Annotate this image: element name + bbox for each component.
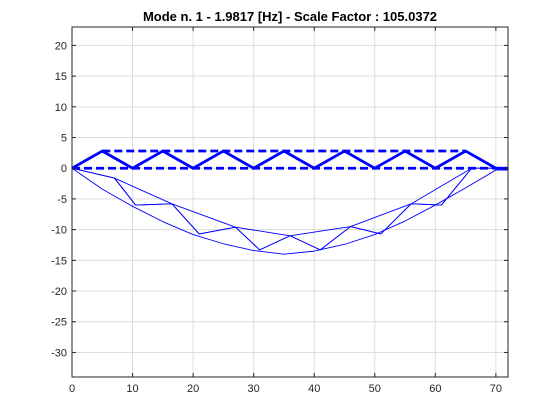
x-tick-label: 30 <box>248 383 260 395</box>
y-tick-label: 15 <box>55 71 67 83</box>
y-tick-label: 5 <box>61 133 67 145</box>
y-tick-label: -30 <box>51 347 67 359</box>
y-tick-label: -5 <box>57 194 67 206</box>
x-tick-label: 40 <box>308 383 320 395</box>
x-tick-label: 50 <box>369 383 381 395</box>
y-tick-label: -25 <box>51 317 67 329</box>
deformed-web <box>71 167 509 251</box>
x-tick-label: 70 <box>490 383 502 395</box>
y-tick-label: -10 <box>51 225 67 237</box>
x-tick-label: 60 <box>429 383 441 395</box>
x-tick-label: 10 <box>126 383 138 395</box>
y-tick-label: 20 <box>55 40 67 52</box>
undeformed-web <box>71 149 508 170</box>
y-tick-label: -15 <box>51 255 67 267</box>
y-tick-label: 0 <box>61 163 67 175</box>
x-tick-label: 20 <box>187 383 199 395</box>
chart-title: Mode n. 1 - 1.9817 [Hz] - Scale Factor :… <box>143 9 437 24</box>
deformed-bottom-chord <box>71 167 508 255</box>
deformed-structure <box>71 167 509 255</box>
axes-box <box>71 26 509 378</box>
deformed-upper-envelope <box>114 167 472 237</box>
y-tick-label: 10 <box>55 102 67 114</box>
y-tick-label: -20 <box>51 286 67 298</box>
x-tick-label: 0 <box>69 383 75 395</box>
